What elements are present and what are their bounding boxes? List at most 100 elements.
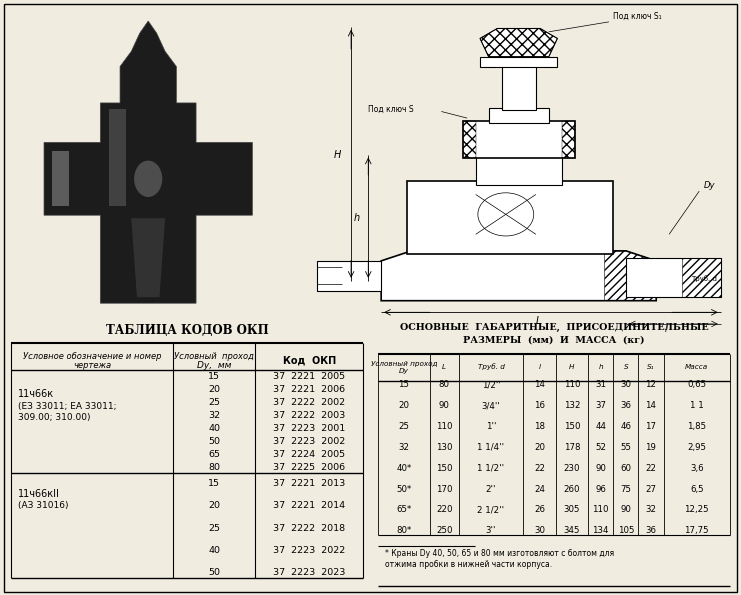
Polygon shape xyxy=(44,21,253,303)
Text: 345: 345 xyxy=(564,527,580,536)
Text: L: L xyxy=(442,364,446,370)
Text: 37  2221  2013: 37 2221 2013 xyxy=(273,479,345,488)
Text: 32: 32 xyxy=(208,411,220,420)
Text: 37  2221  2006: 37 2221 2006 xyxy=(273,385,345,394)
Text: 11ч66к: 11ч66к xyxy=(19,389,54,399)
Text: 20: 20 xyxy=(208,385,220,394)
Bar xyxy=(488,108,549,123)
Text: 130: 130 xyxy=(436,443,453,452)
Text: 2 1/2'': 2 1/2'' xyxy=(477,506,505,515)
Text: 65: 65 xyxy=(208,450,220,459)
Text: 178: 178 xyxy=(564,443,580,452)
Text: 250: 250 xyxy=(436,527,453,536)
Text: 37  2221  2014: 37 2221 2014 xyxy=(273,502,345,511)
Text: РАЗМЕРЫ  (мм)  И  МАССА  (кг): РАЗМЕРЫ (мм) И МАССА (кг) xyxy=(463,336,645,345)
Text: 230: 230 xyxy=(564,464,580,472)
Text: 37  2222  2002: 37 2222 2002 xyxy=(273,398,345,407)
Text: 46: 46 xyxy=(620,422,631,431)
Text: 3/4'': 3/4'' xyxy=(482,401,500,410)
Text: 16: 16 xyxy=(534,401,545,410)
Text: 32: 32 xyxy=(645,506,657,515)
Text: Dу,  мм: Dу, мм xyxy=(197,361,231,370)
Polygon shape xyxy=(480,29,557,57)
Text: L: L xyxy=(536,315,541,325)
Text: Труб. d: Труб. d xyxy=(691,275,717,282)
Text: 40: 40 xyxy=(208,546,220,555)
Text: Под ключ S₁: Под ключ S₁ xyxy=(614,11,662,21)
Text: 37  2222  2003: 37 2222 2003 xyxy=(273,411,345,420)
Text: 22: 22 xyxy=(534,464,545,472)
Text: Условное обозначение и номер: Условное обозначение и номер xyxy=(23,352,161,361)
Text: l: l xyxy=(539,364,540,370)
Text: 37  2225  2006: 37 2225 2006 xyxy=(273,463,345,472)
Text: 20: 20 xyxy=(208,502,220,511)
Text: 55: 55 xyxy=(620,443,631,452)
Text: 110: 110 xyxy=(436,422,453,431)
Text: 65*: 65* xyxy=(396,506,411,515)
Text: h: h xyxy=(353,212,359,223)
Text: Труб. d: Труб. d xyxy=(477,364,505,371)
Text: 14: 14 xyxy=(534,380,545,389)
Text: * Краны Dу 40, 50, 65 и 80 мм изготовляют с болтом для: * Краны Dу 40, 50, 65 и 80 мм изготовляю… xyxy=(385,549,614,558)
Text: 37  2223  2022: 37 2223 2022 xyxy=(273,546,345,555)
Text: 15: 15 xyxy=(208,372,220,381)
Text: 132: 132 xyxy=(564,401,580,410)
Text: 80: 80 xyxy=(439,380,450,389)
Text: 17: 17 xyxy=(645,422,657,431)
Text: Под ключ S: Под ключ S xyxy=(368,105,414,114)
Text: S₁: S₁ xyxy=(647,364,655,370)
Text: 150: 150 xyxy=(564,422,580,431)
Bar xyxy=(407,181,614,254)
Text: 75: 75 xyxy=(620,484,631,494)
Text: 40: 40 xyxy=(208,424,220,433)
Text: (АЗ 31016): (АЗ 31016) xyxy=(19,500,69,510)
Text: 30: 30 xyxy=(534,527,545,536)
Text: 1 1/2'': 1 1/2'' xyxy=(477,464,505,472)
Text: 25: 25 xyxy=(399,422,409,431)
Text: 20: 20 xyxy=(399,401,409,410)
Polygon shape xyxy=(626,258,721,298)
Text: 18: 18 xyxy=(534,422,545,431)
Text: 170: 170 xyxy=(436,484,453,494)
Text: 80*: 80* xyxy=(396,527,411,536)
Text: 37  2223  2001: 37 2223 2001 xyxy=(273,424,345,433)
Ellipse shape xyxy=(134,161,162,197)
Text: 40*: 40* xyxy=(396,464,411,472)
Text: 32: 32 xyxy=(399,443,409,452)
Text: 90: 90 xyxy=(439,401,450,410)
Text: 2'': 2'' xyxy=(486,484,496,494)
Text: 22: 22 xyxy=(645,464,657,472)
Text: Dу: Dу xyxy=(703,181,715,190)
Text: 3,6: 3,6 xyxy=(690,464,703,472)
Text: h: h xyxy=(598,364,603,370)
Text: 1 1: 1 1 xyxy=(690,401,704,410)
Text: 26: 26 xyxy=(534,506,545,515)
Text: 305: 305 xyxy=(564,506,580,515)
Text: 50: 50 xyxy=(208,568,220,577)
Text: 220: 220 xyxy=(436,506,453,515)
Text: 52: 52 xyxy=(595,443,606,452)
Polygon shape xyxy=(53,152,70,206)
Text: Условный  проход: Условный проход xyxy=(174,352,254,361)
Text: 150: 150 xyxy=(436,464,453,472)
Text: 1 1/4'': 1 1/4'' xyxy=(477,443,505,452)
Text: 12: 12 xyxy=(645,380,657,389)
Text: Условный проход
Dу: Условный проход Dу xyxy=(370,361,437,374)
Text: Код  ОКП: Код ОКП xyxy=(282,355,336,365)
Bar xyxy=(480,57,557,67)
Text: 0,65: 0,65 xyxy=(687,380,706,389)
Text: 27: 27 xyxy=(645,484,657,494)
Polygon shape xyxy=(131,218,165,297)
Text: 36: 36 xyxy=(620,401,631,410)
Text: 260: 260 xyxy=(564,484,580,494)
Text: 309.00; 310.00): 309.00; 310.00) xyxy=(19,413,90,422)
Text: 1,85: 1,85 xyxy=(687,422,706,431)
Text: 105: 105 xyxy=(617,527,634,536)
Text: 14: 14 xyxy=(645,401,657,410)
Text: 134: 134 xyxy=(592,527,609,536)
Text: 90: 90 xyxy=(595,464,606,472)
Text: 12,25: 12,25 xyxy=(685,506,709,515)
Text: 30: 30 xyxy=(620,380,631,389)
Text: l: l xyxy=(665,325,667,334)
Text: H: H xyxy=(334,149,342,159)
